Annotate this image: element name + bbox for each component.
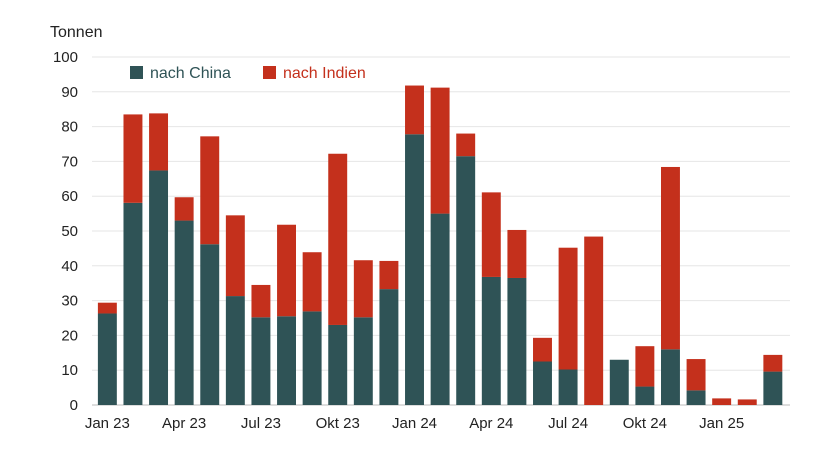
bar-indien bbox=[660, 166, 680, 350]
y-tick-label: 40 bbox=[61, 258, 78, 275]
bar-china bbox=[635, 386, 655, 405]
bar-indien bbox=[174, 197, 194, 221]
bar-indien bbox=[149, 113, 169, 171]
bar-indien bbox=[302, 252, 322, 312]
bar-indien bbox=[712, 398, 732, 405]
y-tick-label: 70 bbox=[61, 153, 78, 170]
bar-china bbox=[353, 317, 373, 405]
bar-china bbox=[763, 371, 783, 405]
bar-indien bbox=[225, 215, 245, 297]
bar-indien bbox=[533, 337, 552, 362]
bar-indien bbox=[97, 302, 117, 314]
y-tick-label: 60 bbox=[61, 188, 78, 205]
bar-indien bbox=[558, 247, 578, 370]
bar-china bbox=[558, 369, 578, 405]
bar-indien bbox=[584, 236, 604, 405]
x-tick-label: Apr 23 bbox=[162, 415, 206, 432]
bar-china bbox=[149, 170, 169, 405]
bar-china bbox=[328, 324, 348, 405]
bar-indien bbox=[277, 224, 296, 317]
y-tick-label: 50 bbox=[61, 223, 78, 240]
x-tick-label: Apr 24 bbox=[469, 415, 513, 432]
legend-label-china: nach China bbox=[150, 65, 231, 82]
bar-china bbox=[225, 296, 245, 405]
x-tick-label: Jul 23 bbox=[241, 415, 281, 432]
bar-indien bbox=[200, 136, 220, 245]
bar-indien bbox=[763, 354, 783, 372]
legend-label-indien: nach Indien bbox=[283, 65, 366, 82]
bar-indien bbox=[507, 229, 527, 278]
x-tick-label: Jan 24 bbox=[392, 415, 437, 432]
bar-indien bbox=[405, 85, 424, 135]
bar-china bbox=[405, 134, 424, 406]
y-tick-label: 90 bbox=[61, 84, 78, 101]
y-tick-label: 80 bbox=[61, 119, 78, 136]
bar-china bbox=[456, 156, 476, 405]
bar-indien bbox=[379, 260, 399, 290]
bar-indien bbox=[123, 114, 143, 203]
bar-china bbox=[507, 277, 527, 405]
x-tick-label: Jul 24 bbox=[548, 415, 588, 432]
bar-indien bbox=[456, 133, 476, 157]
bar-china bbox=[123, 202, 143, 405]
bar-china bbox=[481, 276, 501, 405]
bar-china bbox=[97, 313, 117, 405]
bar-china bbox=[277, 316, 296, 405]
legend-swatch-china bbox=[130, 66, 143, 79]
y-tick-label: 100 bbox=[53, 49, 78, 66]
legend-swatch-indien bbox=[263, 66, 276, 79]
bar-indien bbox=[737, 399, 757, 405]
bar-indien bbox=[353, 260, 373, 318]
bar-china bbox=[200, 244, 220, 405]
y-tick-label: 0 bbox=[70, 397, 78, 414]
x-tick-label: Okt 23 bbox=[316, 415, 360, 432]
bar-china bbox=[379, 289, 399, 405]
bar-china bbox=[686, 390, 706, 405]
bar-china bbox=[660, 349, 680, 405]
bar-china bbox=[533, 361, 552, 405]
bar-indien bbox=[430, 87, 450, 214]
bar-indien bbox=[481, 192, 501, 277]
y-tick-label: 30 bbox=[61, 293, 78, 310]
bar-indien bbox=[328, 153, 348, 325]
y-tick-label: 10 bbox=[61, 362, 78, 379]
bar-china bbox=[251, 317, 271, 405]
bar-indien bbox=[251, 284, 271, 318]
bar-china bbox=[302, 311, 322, 405]
y-axis-label: Tonnen bbox=[50, 24, 103, 41]
bar-indien bbox=[686, 359, 706, 391]
y-tick-label: 20 bbox=[61, 327, 78, 344]
x-tick-label: Jan 23 bbox=[85, 415, 130, 432]
x-tick-label: Jan 25 bbox=[699, 415, 744, 432]
x-tick-label: Okt 24 bbox=[623, 415, 667, 432]
bar-indien bbox=[635, 346, 655, 387]
bar-china bbox=[609, 359, 629, 405]
bar-china bbox=[174, 220, 194, 405]
bar-china bbox=[430, 213, 450, 405]
